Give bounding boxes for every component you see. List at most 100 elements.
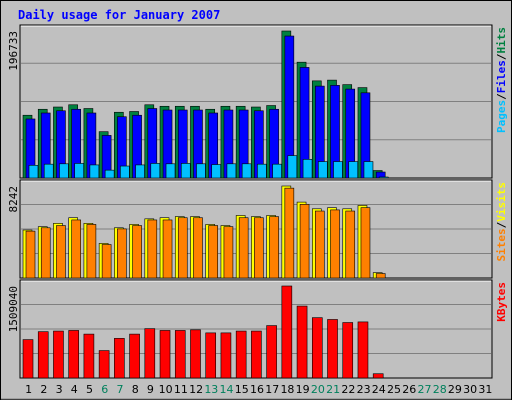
- x-tick-label-day-26: 26: [402, 383, 416, 396]
- bar-kbytes-day-7: [114, 338, 125, 379]
- x-tick-label-day-15: 15: [235, 383, 249, 396]
- x-tick-label-day-7: 7: [116, 383, 123, 396]
- panel-middle: 8242 Sites/Visits: [7, 179, 508, 279]
- bar-kbytes-day-19: [296, 305, 308, 379]
- bar-pages-day-13: [211, 164, 222, 179]
- x-tick-label-day-3: 3: [56, 383, 63, 396]
- bar-sites-day-10: [162, 219, 173, 279]
- bar-pages-day-19: [302, 159, 313, 179]
- bar-kbytes-day-5: [83, 333, 95, 379]
- panel-top-y-tick-label: 196733: [7, 31, 20, 71]
- x-tick-label-day-21: 21: [326, 383, 340, 396]
- bar-sites-day-11: [177, 217, 188, 279]
- x-tick-label-day-9: 9: [147, 383, 154, 396]
- legend-item-visits: Visits: [495, 182, 508, 222]
- legend-item-kbytes: KBytes: [495, 282, 508, 322]
- panel-top-legend: Pages/Files/Hits: [495, 27, 508, 133]
- x-tick-label-day-31: 31: [478, 383, 492, 396]
- bar-sites-day-21: [330, 209, 340, 279]
- bar-sites-day-17: [269, 216, 279, 279]
- bar-kbytes-day-11: [174, 330, 186, 379]
- bar-pages-day-12: [196, 163, 206, 179]
- bar-sites-day-8: [132, 225, 142, 279]
- legend-item-separator: /: [495, 221, 508, 228]
- bar-sites-day-5: [86, 224, 97, 279]
- x-tick-label-day-20: 20: [311, 383, 325, 396]
- bar-pages-day-20: [317, 161, 328, 179]
- x-tick-label-day-29: 29: [448, 383, 462, 396]
- bar-kbytes-day-2: [37, 331, 49, 379]
- bar-pages-day-16: [257, 163, 267, 179]
- bar-pages-day-6: [104, 169, 115, 179]
- bar-pages-day-10: [165, 163, 176, 179]
- bar-kbytes-day-21: [327, 319, 338, 379]
- x-tick-label-day-18: 18: [280, 383, 294, 396]
- bar-kbytes-day-13: [205, 332, 217, 379]
- x-tick-label-day-30: 30: [463, 383, 477, 396]
- bar-kbytes-day-16: [251, 330, 262, 379]
- x-tick-label-day-4: 4: [71, 383, 78, 396]
- x-tick-label-day-19: 19: [296, 383, 310, 396]
- x-tick-label-day-5: 5: [86, 383, 93, 396]
- x-tick-label-day-27: 27: [417, 383, 431, 396]
- bar-sites-day-19: [299, 204, 310, 279]
- x-tick-label-day-23: 23: [357, 383, 371, 396]
- bar-kbytes-day-8: [129, 333, 140, 379]
- x-tick-label-day-1: 1: [25, 383, 32, 396]
- bar-sites-day-13: [208, 225, 219, 279]
- bar-sites-day-22: [345, 210, 356, 279]
- bar-sites-day-24: [375, 273, 386, 279]
- bar-pages-day-14: [226, 163, 237, 179]
- bar-kbytes-day-1: [22, 339, 34, 379]
- bar-pages-day-7: [120, 165, 130, 179]
- bar-pages-day-15: [241, 163, 252, 179]
- x-tick-label-day-17: 17: [265, 383, 279, 396]
- bar-kbytes-day-23: [357, 321, 369, 379]
- legend-item-separator: /: [495, 93, 508, 100]
- x-tick-label-day-2: 2: [40, 383, 47, 396]
- bar-kbytes-day-24: [372, 373, 384, 379]
- bar-kbytes-day-22: [342, 322, 354, 379]
- bar-sites-day-18: [284, 187, 295, 279]
- bar-pages-day-18: [287, 155, 298, 179]
- bar-kbytes-day-4: [68, 330, 79, 379]
- bar-pages-day-21: [333, 161, 343, 179]
- bar-kbytes-day-12: [190, 329, 201, 379]
- bar-sites-day-9: [147, 219, 158, 279]
- x-tick-label-day-8: 8: [132, 383, 139, 396]
- legend-item-files: Files: [495, 60, 508, 93]
- bar-pages-day-8: [135, 164, 145, 179]
- bar-sites-day-3: [56, 225, 66, 279]
- bar-sites-day-14: [223, 226, 234, 279]
- bar-pages-day-3: [59, 163, 69, 179]
- panel-middle-legend: Sites/Visits: [495, 182, 508, 262]
- x-tick-label-day-16: 16: [250, 383, 264, 396]
- x-tick-label-day-24: 24: [372, 383, 386, 396]
- bar-kbytes-day-9: [144, 328, 156, 379]
- bar-pages-day-11: [180, 163, 191, 179]
- panel-bottom: 1509040 KBytes: [7, 279, 508, 379]
- bar-sites-day-4: [71, 219, 81, 279]
- bar-pages-day-9: [150, 163, 161, 179]
- bar-sites-day-12: [193, 217, 203, 279]
- bar-sites-day-7: [117, 228, 127, 279]
- bar-sites-day-16: [254, 217, 264, 279]
- bar-kbytes-day-3: [53, 330, 64, 379]
- bar-sites-day-2: [40, 227, 51, 279]
- bar-kbytes-day-10: [159, 330, 171, 379]
- bar-pages-day-1: [28, 164, 39, 179]
- bar-sites-day-6: [101, 244, 112, 279]
- bar-pages-day-4: [74, 163, 84, 179]
- bar-kbytes-day-14: [220, 332, 232, 379]
- panel-bottom-y-tick-label: 1509040: [7, 286, 20, 332]
- bar-pages-day-2: [43, 163, 54, 179]
- x-tick-label-day-28: 28: [433, 383, 447, 396]
- bar-sites-day-23: [360, 207, 371, 279]
- x-tick-label-day-10: 10: [159, 383, 173, 396]
- bar-kbytes-day-20: [311, 317, 323, 379]
- bar-kbytes-day-15: [235, 330, 247, 379]
- bar-sites-day-15: [238, 217, 249, 279]
- x-tick-label-day-22: 22: [341, 383, 355, 396]
